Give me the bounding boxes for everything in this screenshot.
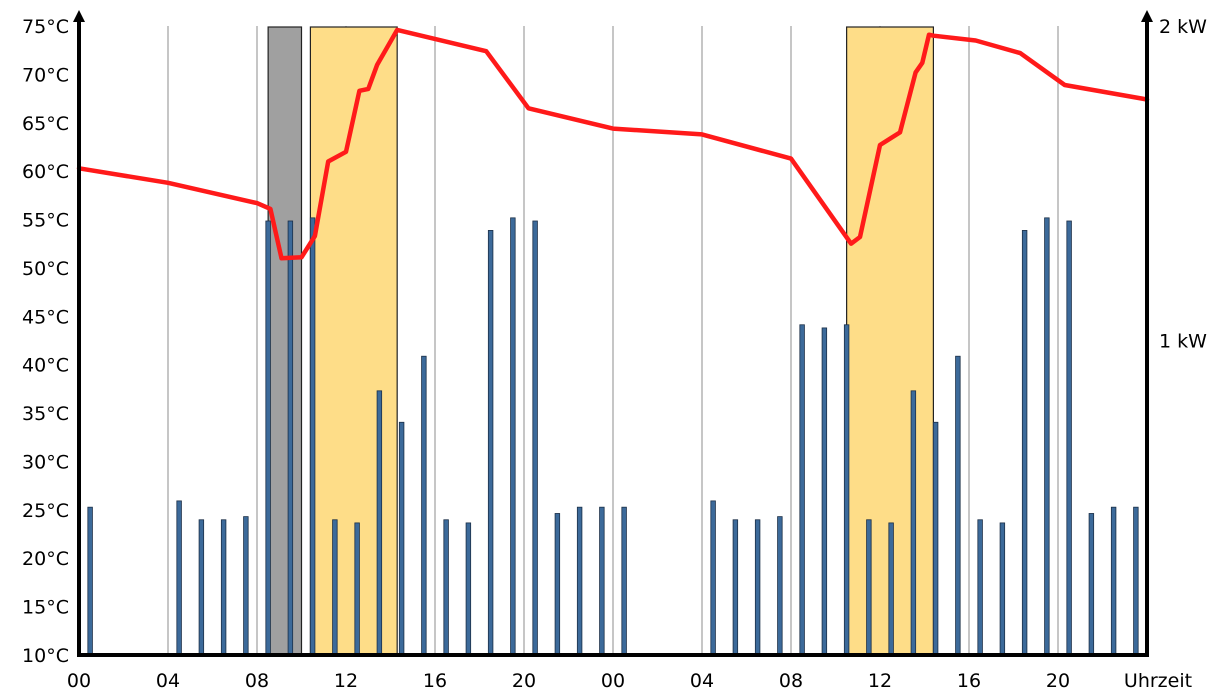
power-bar [866,519,872,656]
power-bar [888,522,894,656]
x-tick-label: 16 [423,670,447,692]
power-bar [398,421,405,656]
x-tick-label: 00 [601,670,625,692]
power-bar [955,355,961,656]
power-bar [777,516,783,656]
x-tick-label: 00 [67,670,91,692]
power-bar [977,519,983,656]
power-bar [599,506,605,656]
shaded-period [267,26,303,656]
power-bar [554,513,561,656]
power-bar [443,519,449,656]
power-bar [932,421,939,656]
y-left-tick-label: 50°C [22,258,69,280]
power-bar [532,220,538,656]
y-left-tick-label: 30°C [22,451,69,473]
x-tick-label: 12 [334,670,358,692]
power-bar [999,522,1006,656]
right-axis-arrow [1141,10,1153,22]
power-bar [621,506,627,656]
left-axis-arrow [73,10,85,22]
x-tick-label: 04 [690,670,714,692]
y-right-tick-label: 1 kW [1159,331,1207,353]
power-bar [843,324,850,656]
power-bar [1021,230,1028,656]
power-bar [1044,217,1050,656]
y-left-tick-label: 55°C [22,210,69,232]
power-bar [1066,220,1072,656]
power-bar [309,217,316,656]
power-bar [287,220,294,656]
y-left-tick-label: 65°C [22,113,69,135]
temperature-line [76,27,1150,261]
y-left-tick-label: 60°C [22,161,69,183]
x-tick-label: 08 [779,670,803,692]
power-bar [87,506,93,656]
power-bar [1110,506,1117,656]
power-bar [910,390,917,656]
power-bar [487,230,494,656]
y-left-tick-label: 75°C [22,16,69,38]
y-left-tick-label: 25°C [22,500,69,522]
y-left-tick-label: 70°C [22,64,69,86]
x-tick-label: 08 [245,670,269,692]
x-tick-label: 04 [156,670,180,692]
power-bar [421,355,427,656]
power-bar [510,217,516,656]
x-tick-label: 16 [957,670,981,692]
power-bars [87,217,1139,656]
power-bar [799,324,805,656]
power-bar [1088,513,1095,656]
y-left-tick-label: 40°C [22,355,69,377]
power-bar [576,506,583,656]
y-left-tick-label: 10°C [22,645,69,667]
y-left-tick-label: 45°C [22,306,69,328]
power-bar [332,519,338,656]
power-bar [754,519,761,656]
tick-labels: 10°C 15°C 20°C 25°C 30°C 35°C 40°C 45°C 50°C 55°C… [22,16,1207,692]
y-right-tick-label: 2 kW [1159,16,1207,38]
power-bar [220,519,227,656]
power-bar [465,522,472,656]
power-bar [265,220,271,656]
y-left-tick-label: 15°C [22,597,69,619]
power-bar [354,522,360,656]
power-bar [821,327,828,656]
power-bar [198,519,205,656]
y-left-tick-label: 20°C [22,548,69,570]
power-bar [176,500,182,656]
x-tick-label: 20 [512,670,536,692]
x-axis-label: Uhrzeit [1124,670,1192,692]
axes [73,10,1153,657]
y-left-tick-label: 35°C [22,403,69,425]
power-bar [376,390,383,656]
power-bar [1133,506,1139,656]
power-bar [732,519,739,656]
power-bar [710,500,716,656]
x-tick-label: 12 [868,670,892,692]
x-tick-label: 20 [1046,670,1070,692]
shaded-period [309,26,398,656]
temperature-line-layer [76,27,1150,261]
power-bar [243,516,249,656]
